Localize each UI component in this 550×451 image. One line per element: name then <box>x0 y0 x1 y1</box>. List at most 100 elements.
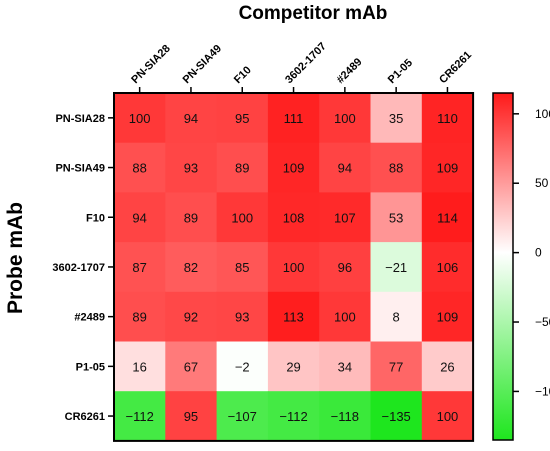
x-axis-ticks: PN-SIA28 PN-SIA49 F10 3602-1707 #2489 P1-05 CR… <box>129 40 474 93</box>
cell-value-label: 107 <box>334 210 356 225</box>
heatmap-cell <box>216 192 269 243</box>
cell-value-label: 111 <box>284 111 304 126</box>
heatmap-cell <box>421 192 474 243</box>
heatmap-cell <box>319 391 371 442</box>
cell-value-label: 100 <box>129 111 151 126</box>
cell-value-label: 29 <box>286 359 300 374</box>
cell-value-label: 89 <box>184 210 198 225</box>
colorbar-tick-label: −100 <box>535 384 550 398</box>
heatmap-cell <box>114 291 166 342</box>
heatmap-cell <box>114 93 166 144</box>
heatmap-cell <box>165 391 218 442</box>
heatmap-cell <box>165 341 218 392</box>
cell-value-label: 88 <box>389 161 403 176</box>
heatmap-cell <box>165 142 218 193</box>
cell-value-label: 93 <box>235 310 249 325</box>
x-tick-label: F10 <box>232 64 254 86</box>
y-axis-title: Probe mAb <box>4 202 27 314</box>
heatmap-cell <box>216 291 269 342</box>
heatmap-cell <box>216 242 269 293</box>
cell-value-label: −135 <box>382 409 411 424</box>
y-tick-label: #2489 <box>74 312 105 324</box>
cell-value-label: 82 <box>184 260 198 275</box>
heatmap-cell <box>370 93 423 144</box>
heatmap-cell <box>421 341 474 392</box>
cell-value-label: 35 <box>389 111 403 126</box>
heatmap-cell <box>370 142 423 193</box>
heatmap-cell <box>216 341 269 392</box>
cell-value-label: 94 <box>184 111 198 126</box>
heatmap-cell <box>267 391 320 442</box>
cell-value-label: 109 <box>437 310 459 325</box>
heatmap-cell <box>165 242 218 293</box>
heatmap-cell <box>114 341 166 392</box>
heatmap-cell <box>421 93 474 144</box>
cell-value-label: 106 <box>437 260 459 275</box>
cell-value-label: 100 <box>437 409 459 424</box>
colorbar-tick-label: 100 <box>535 107 550 121</box>
cell-value-label: 89 <box>132 310 146 325</box>
cell-value-label: 94 <box>338 161 352 176</box>
x-tick-label: PN-SIA49 <box>181 43 225 87</box>
cell-value-label: 94 <box>132 210 146 225</box>
heatmap-cell <box>319 192 371 243</box>
heatmap-cell <box>267 93 320 144</box>
heatmap-cell <box>370 341 423 392</box>
cell-value-label: 8 <box>393 310 400 325</box>
cell-value-label: 34 <box>338 359 352 374</box>
heatmap-cell <box>267 291 320 342</box>
colorbar <box>492 92 514 441</box>
heatmap-cell <box>267 142 320 193</box>
cell-value-label: 109 <box>437 161 459 176</box>
heatmap-cell <box>165 192 218 243</box>
x-tick-label: #2489 <box>334 56 364 86</box>
cell-value-label: 114 <box>437 210 458 225</box>
heatmap-cell <box>421 242 474 293</box>
colorbar-ticks: 100 50 0 −50 −100 <box>513 107 550 398</box>
cell-value-label: 85 <box>235 260 249 275</box>
cell-value-label: −112 <box>279 409 307 424</box>
cell-value-label: 95 <box>235 111 249 126</box>
y-tick-label: CR6261 <box>65 411 105 423</box>
heatmap-cells <box>114 93 474 442</box>
x-tick-label: 3602-1707 <box>283 40 329 86</box>
heatmap-cell <box>165 291 218 342</box>
cell-value-label: −107 <box>228 409 257 424</box>
cell-value-label: 113 <box>283 310 304 325</box>
x-tick-label: PN-SIA28 <box>129 43 173 87</box>
heatmap-cell <box>370 192 423 243</box>
cell-value-label: 108 <box>283 210 305 225</box>
heatmap-cell <box>216 391 269 442</box>
cell-value-label: −118 <box>331 409 359 424</box>
x-tick-label: P1-05 <box>386 57 415 86</box>
heatmap-cell <box>114 142 166 193</box>
cell-value-label: 100 <box>231 210 253 225</box>
cell-value-label: 26 <box>440 359 454 374</box>
y-tick-label: PN-SIA28 <box>55 113 105 125</box>
cell-value-label: 77 <box>389 359 403 374</box>
cell-value-label: 87 <box>132 260 146 275</box>
y-tick-label: P1-05 <box>76 361 105 373</box>
cell-value-label: 100 <box>334 111 356 126</box>
heatmap-cell <box>114 192 166 243</box>
heatmap-cell <box>319 142 371 193</box>
y-tick-label: 3602-1707 <box>52 262 105 274</box>
cell-value-label: 100 <box>283 260 305 275</box>
cell-value-label: 100 <box>334 310 356 325</box>
heatmap-cell <box>370 291 423 342</box>
colorbar-tick-label: 50 <box>535 176 549 190</box>
heatmap-cell <box>267 242 320 293</box>
heatmap-cell <box>216 93 269 144</box>
cell-value-label: 96 <box>338 260 352 275</box>
cell-value-label: 93 <box>184 161 198 176</box>
heatmap-cell <box>319 93 371 144</box>
y-tick-label: PN-SIA49 <box>55 163 105 175</box>
cell-value-label: 53 <box>389 210 403 225</box>
cell-value-label: 67 <box>184 359 198 374</box>
heatmap-cell <box>319 341 371 392</box>
heatmap-cell <box>421 291 474 342</box>
chart-title: Competitor mAb <box>239 3 388 24</box>
heatmap-cell <box>319 291 371 342</box>
x-tick-label: CR6261 <box>437 49 474 86</box>
